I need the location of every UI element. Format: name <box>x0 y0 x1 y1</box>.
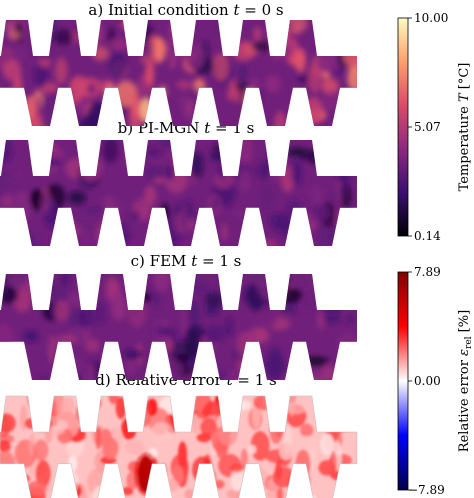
error-tick-min: −7.89 <box>408 483 445 497</box>
panel-title-a: a) Initial condition t = 0 s <box>88 1 283 19</box>
temperature-colorbar-gradient <box>397 17 409 237</box>
temperature-tick-mid: 5.07 <box>414 120 441 134</box>
field-plot-fem <box>0 274 357 380</box>
temperature-colorbar-label: Temperature T [°C] <box>457 63 472 192</box>
field-plot-pi-mgn <box>0 140 357 246</box>
error-tick-zero: 0.00 <box>414 374 441 388</box>
field-plot-initial-condition <box>0 20 357 126</box>
error-colorbar-label: Relative error εrel [%] <box>457 310 474 452</box>
field-plot-relative-error <box>0 395 358 498</box>
error-tick-max: 7.89 <box>414 265 441 279</box>
temperature-tick-min: 0.14 <box>414 229 441 243</box>
error-colorbar-gradient <box>397 271 409 491</box>
error-colorbar: 7.89 0.00 −7.89 Relative error εrel [%] <box>397 265 474 497</box>
temperature-colorbar: 10.00 5.07 0.14 Temperature T [°C] <box>397 11 472 243</box>
temperature-tick-max: 10.00 <box>414 11 448 25</box>
panel-title-c: c) FEM t = 1 s <box>131 252 242 270</box>
